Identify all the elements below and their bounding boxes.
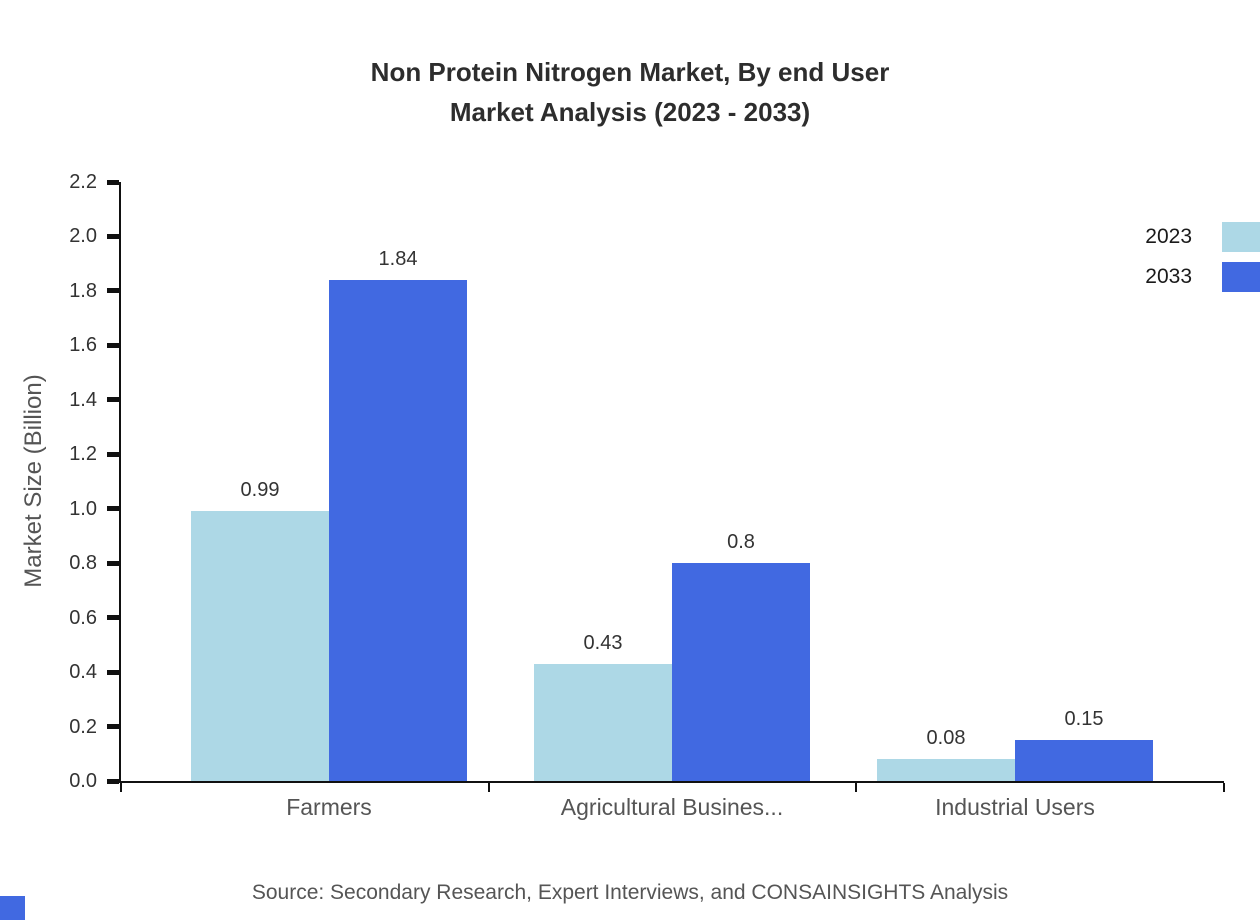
y-axis-tick-label: 0.0 [69,770,97,792]
y-axis-tick-label: 2.0 [69,225,97,248]
x-axis-tick [855,783,858,792]
x-axis-tick [487,783,490,792]
bar-value-label: 0.8 [727,531,755,553]
y-axis-tick-label: 1.4 [69,388,97,411]
y-axis-tick [107,615,119,621]
x-axis-tick [1223,783,1225,792]
bar-value-label: 0.43 [583,632,623,654]
y-axis-tick [107,451,119,457]
bar-series-2033-cat-1 [672,563,810,781]
category-label: Agricultural Busines... [560,794,784,820]
y-axis-tick-label: 1.6 [69,334,97,357]
y-axis-tick-label: 1.0 [69,497,97,520]
legend: 2023 2033 [1145,222,1260,292]
y-axis-tick-label: 0.8 [69,552,97,575]
chart-title-line2: Market Analysis (2023 - 2033) [449,97,811,127]
bar-series-2033-cat-2 [1015,740,1153,781]
legend-item-2033: 2033 [1145,262,1260,292]
corner-accent-square [0,896,25,920]
legend-swatch-2033 [1222,262,1260,292]
y-axis-tick [107,724,119,730]
y-axis-tick [107,669,119,675]
y-axis-tick-label: 1.8 [69,279,97,302]
source-note: Source: Secondary Research, Expert Inter… [251,881,1009,904]
category-label: Industrial Users [935,794,1095,820]
y-axis-tick [107,506,119,512]
y-axis-tick-label: 1.2 [69,443,97,466]
category-label: Farmers [286,794,372,820]
bar-series-2023-cat-1 [534,664,672,781]
bar-series-2033-cat-0 [329,280,467,781]
y-axis-tick-label: 2.2 [69,171,97,193]
chart-title-line1: Non Protein Nitrogen Market, By end User [370,57,890,87]
x-axis-tick [120,783,122,792]
chart-title: Non Protein Nitrogen Market, By end User… [0,52,1260,132]
bar-value-label: 0.99 [240,479,280,501]
bar-value-label: 0.15 [1064,708,1104,730]
y-axis-tick [107,179,119,185]
legend-label-2033: 2033 [1145,265,1192,288]
plot-area: 0.0 0.2 0.4 0.6 0.8 1.0 1.2 1.4 1.6 1.8 2.0 2.2 0.99… [69,171,1225,820]
y-axis-tick-label: 0.6 [69,606,97,629]
y-axis-tick [107,560,119,566]
y-axis-tick [107,778,119,784]
legend-label-2023: 2023 [1145,225,1192,248]
y-axis-tick-label: 0.2 [69,715,97,738]
bar-series-2023-cat-2 [877,759,1015,781]
y-axis-tick-label: 0.4 [69,661,97,684]
bar-series-2023-cat-0 [191,511,329,781]
legend-item-2023: 2023 [1145,222,1260,252]
legend-swatch-2023 [1222,222,1260,252]
y-axis-tick [107,288,119,294]
y-axis-tick [107,342,119,348]
y-axis-tick [107,397,119,403]
y-axis-tick [107,233,119,239]
bar-value-label: 1.84 [378,248,418,270]
bar-value-label: 0.08 [926,727,966,749]
